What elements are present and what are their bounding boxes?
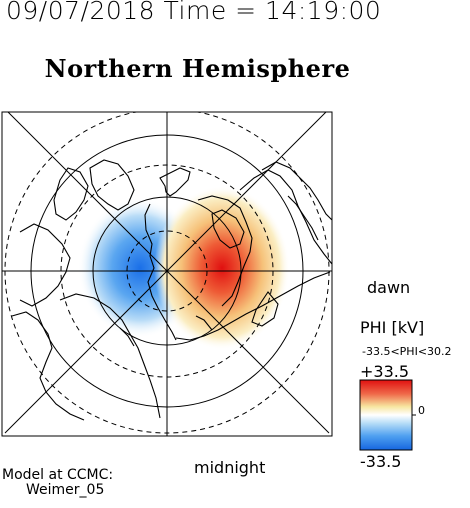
dawn-label: dawn xyxy=(367,278,411,297)
colorbar-zero-label: 0 xyxy=(418,404,425,417)
model-label: Model at CCMC: Weimer_05 xyxy=(2,468,113,498)
model-label-line1: Model at CCMC: xyxy=(2,467,114,483)
map-title: Northern Hemisphere xyxy=(44,54,351,83)
colorbar-range: -33.5<PHI<30.2 xyxy=(362,345,452,358)
datetime-header: 09/07/2018 Time = 14:19:00 xyxy=(6,0,382,25)
colorbar-title: PHI [kV] xyxy=(360,318,425,337)
midnight-label: midnight xyxy=(194,458,266,477)
model-label-line2: Weimer_05 xyxy=(26,482,105,498)
colorbar xyxy=(359,379,413,451)
colorbar-min-label: -33.5 xyxy=(360,452,402,471)
colorbar-max-label: +33.5 xyxy=(360,362,410,381)
coastlines xyxy=(11,159,332,421)
